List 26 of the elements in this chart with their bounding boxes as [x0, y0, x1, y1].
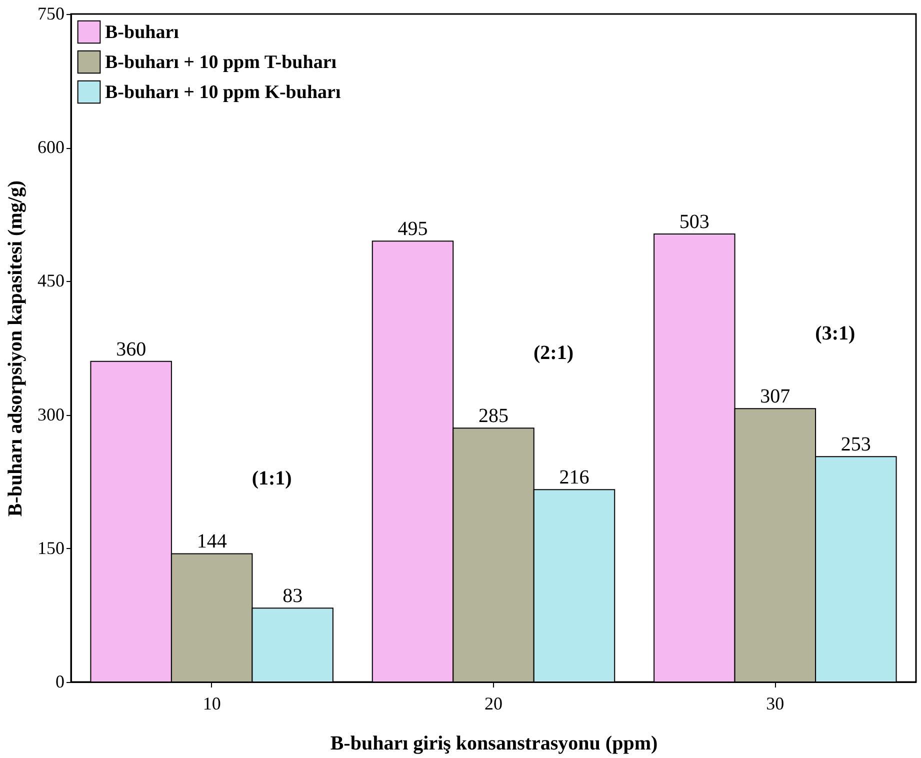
data-label: 253: [840, 434, 871, 456]
x-tick-label: 10: [202, 694, 221, 714]
x-axis-title: B-buharı giriş konsanstrasyonu (ppm): [330, 732, 658, 754]
y-tick-label: 300: [38, 404, 64, 424]
legend-label: B-buharı + 10 ppm K-buharı: [105, 82, 341, 103]
legend-label: B-buharı + 10 ppm T-buharı: [105, 52, 337, 73]
data-label: 83: [282, 585, 303, 608]
y-axis-title: B-buharı adsorpsiyon kapasitesi (mg/g): [4, 180, 26, 517]
legend-label: B-buharı: [105, 22, 179, 43]
y-tick-label: 0: [56, 672, 64, 692]
y-tick-label: 600: [38, 137, 64, 158]
y-tick-label: 150: [38, 538, 64, 558]
data-label: 495: [398, 218, 428, 240]
data-label: 503: [679, 210, 710, 233]
annotation: (3:1): [815, 322, 856, 345]
annotation: (1:1): [252, 468, 292, 490]
data-label: 307: [760, 386, 790, 408]
x-tick-label: 30: [766, 694, 784, 714]
data-label: 285: [478, 405, 508, 428]
annotation: (2:1): [534, 342, 574, 364]
y-tick-label: 750: [38, 4, 64, 24]
data-label: 216: [559, 466, 590, 489]
data-label: 144: [196, 530, 227, 553]
data-label: 360: [116, 338, 146, 360]
x-tick-label: 20: [484, 694, 502, 714]
y-tick-label: 450: [38, 270, 64, 291]
